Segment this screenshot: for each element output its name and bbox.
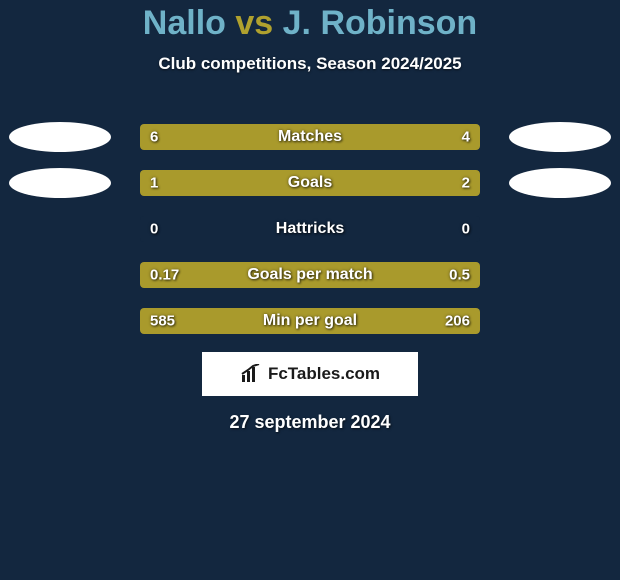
stat-value-right: 0.5 — [449, 267, 470, 284]
stat-value-left: 6 — [150, 129, 158, 146]
stat-bar-right-seg — [252, 170, 480, 196]
stat-value-right: 4 — [462, 129, 470, 146]
stat-bar: 0.17 0.5 Goals per match — [140, 262, 480, 288]
stat-bar: 1 2 Goals — [140, 170, 480, 196]
player1-crest-icon — [9, 122, 111, 152]
stat-bar-right-seg — [344, 124, 480, 150]
stat-value-right: 206 — [445, 313, 470, 330]
vs-separator: vs — [235, 4, 273, 42]
stat-value-right: 0 — [462, 221, 470, 238]
subtitle: Club competitions, Season 2024/2025 — [0, 54, 620, 74]
chart-icon — [240, 364, 262, 384]
stat-value-right: 2 — [462, 175, 470, 192]
brand-logo-box: FcTables.com — [202, 352, 418, 396]
comparison-title: Nallo vs J. Robinson — [0, 0, 620, 42]
stat-metric-label: Matches — [278, 128, 342, 146]
stat-value-left: 585 — [150, 313, 175, 330]
stat-bar: 0 0 Hattricks — [140, 216, 480, 242]
brand-text: FcTables.com — [268, 364, 380, 384]
player2-name: J. Robinson — [283, 4, 478, 42]
player1-name: Nallo — [143, 4, 226, 42]
date-label: 27 september 2024 — [229, 412, 390, 433]
stat-bar: 585 206 Min per goal — [140, 308, 480, 334]
stat-metric-label: Min per goal — [263, 312, 357, 330]
stat-metric-label: Goals — [288, 174, 332, 192]
stat-metric-label: Hattricks — [276, 220, 344, 238]
stat-bar: 6 4 Matches — [140, 124, 480, 150]
player2-crest-icon — [509, 122, 611, 152]
stat-value-left: 0 — [150, 221, 158, 238]
stat-value-left: 1 — [150, 175, 158, 192]
stat-metric-label: Goals per match — [247, 266, 372, 284]
player1-crest-icon — [9, 168, 111, 198]
stat-value-left: 0.17 — [150, 267, 179, 284]
player2-crest-icon — [509, 168, 611, 198]
